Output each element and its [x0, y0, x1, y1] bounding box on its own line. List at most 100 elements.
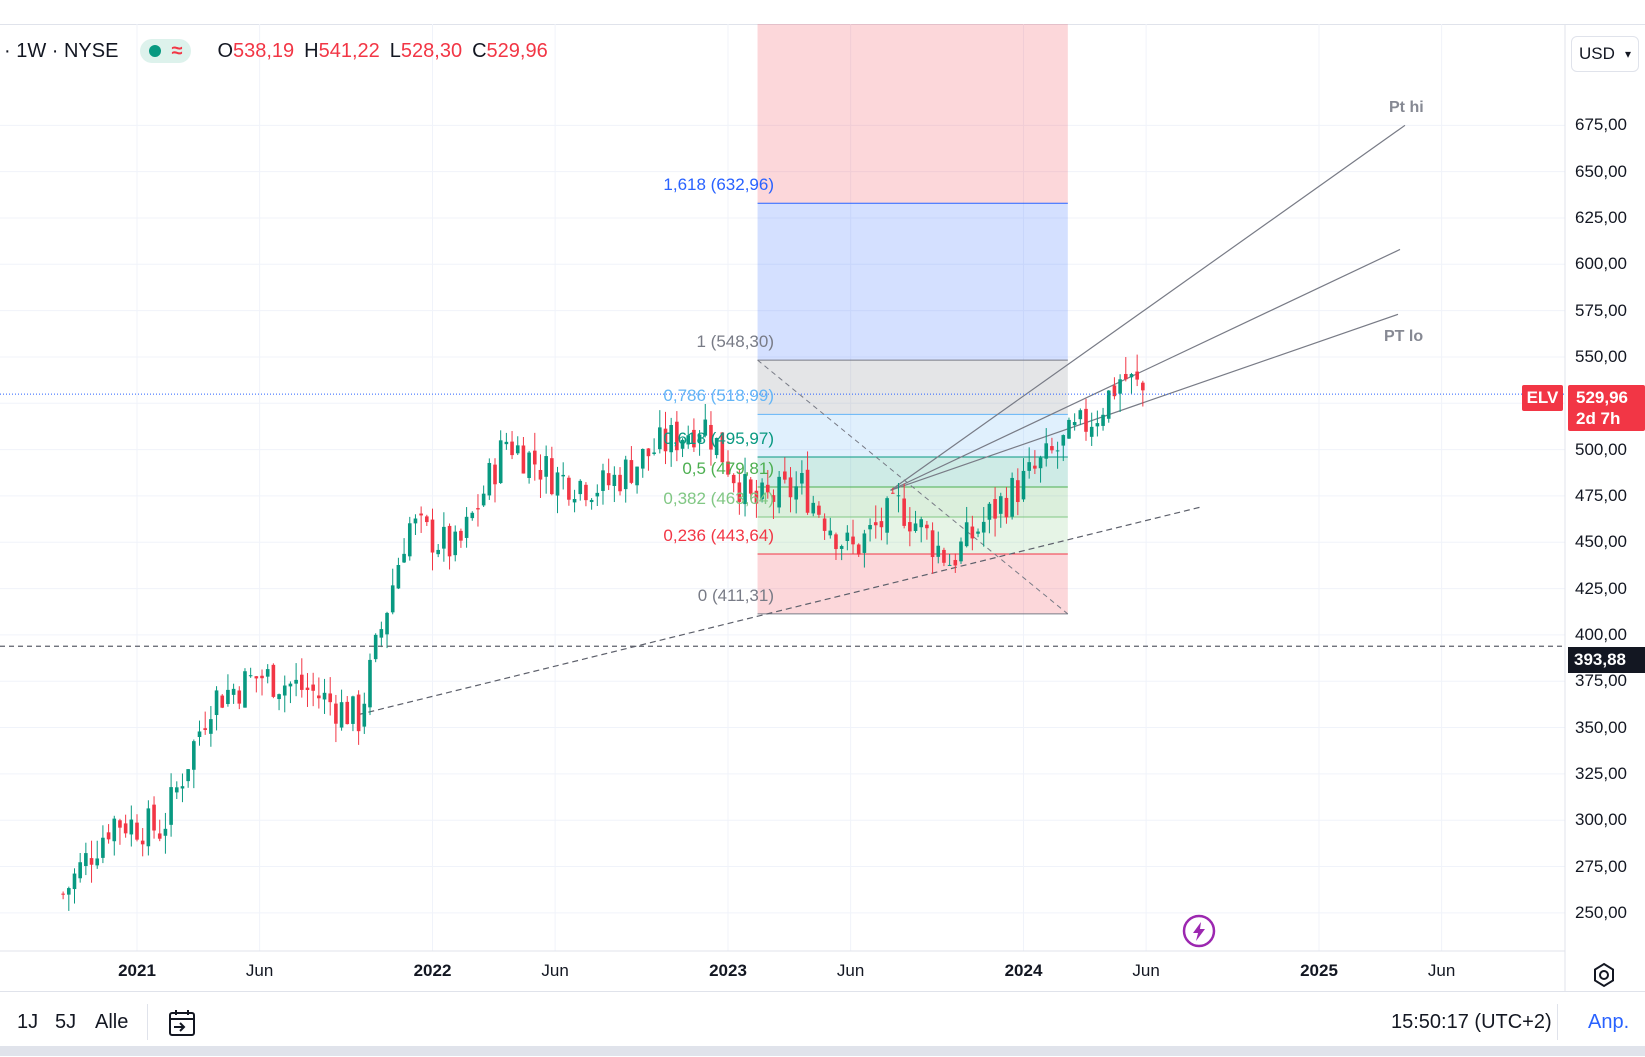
candle-body — [811, 502, 816, 514]
candle-body — [828, 530, 833, 536]
candle-body — [686, 435, 691, 445]
clock-timezone[interactable]: 15:50:17 (UTC+2) — [1391, 1011, 1552, 1033]
candle-body — [487, 462, 492, 496]
candle-body — [953, 559, 958, 566]
candle-body — [396, 565, 401, 589]
fib-zone-band — [757, 360, 1068, 415]
symbol-price-badge: ELV — [1522, 385, 1563, 411]
candle-body — [197, 731, 202, 738]
candle-body — [1021, 470, 1026, 500]
candle-body — [1016, 480, 1020, 503]
range-button-1j[interactable]: 1J — [17, 1011, 39, 1033]
open-key: O — [217, 39, 233, 62]
currency-label: USD — [1579, 44, 1615, 63]
candle-body — [976, 531, 980, 534]
chart-grid — [0, 24, 1565, 951]
price-axis-label: 250,00 — [1575, 902, 1627, 922]
candle-body — [186, 769, 190, 782]
candle-body — [873, 522, 878, 526]
candle-body — [254, 676, 259, 679]
candle-body — [123, 823, 128, 834]
lightning-icon[interactable] — [1182, 914, 1216, 948]
candle-body — [720, 432, 725, 463]
candle-body — [862, 533, 867, 553]
candle-body — [1061, 435, 1066, 446]
candle-body — [163, 828, 168, 836]
candle-body — [765, 484, 770, 493]
last-price-tag: 529,96 2d 7h — [1568, 385, 1645, 431]
price-axis-label: 500,00 — [1575, 439, 1627, 459]
time-axis-label: 2022 — [413, 961, 452, 980]
price-axis-label: 375,00 — [1575, 671, 1627, 691]
candle-body — [1089, 426, 1094, 437]
price-axis-label: 400,00 — [1575, 624, 1627, 644]
candle-body — [493, 464, 497, 485]
candle-body — [902, 498, 906, 526]
candle-body — [101, 837, 105, 858]
price-axis-label: 275,00 — [1575, 856, 1627, 876]
price-axis-label: 325,00 — [1575, 763, 1627, 783]
adjust-data-button[interactable]: Anp. — [1588, 1011, 1630, 1033]
candle-body — [299, 674, 304, 690]
candle-body — [839, 546, 844, 549]
candle-body — [209, 719, 213, 734]
candle-body — [623, 459, 628, 490]
currency-select[interactable]: USD ▾ — [1571, 36, 1639, 72]
calendar-goto-icon[interactable] — [166, 1007, 198, 1039]
settings-icon[interactable] — [1591, 962, 1617, 988]
candle-body — [407, 523, 412, 557]
candle-body — [550, 458, 554, 495]
candle-body — [669, 424, 673, 453]
candle-body — [555, 472, 560, 496]
candle-body — [157, 833, 162, 839]
candle-body — [118, 820, 122, 828]
candle-body — [601, 470, 605, 491]
candle-body — [890, 492, 895, 494]
price-axis-label: 625,00 — [1575, 207, 1627, 227]
market-status-pill[interactable]: ≈ — [140, 39, 192, 63]
low-key: L — [389, 39, 401, 62]
candle-body — [970, 526, 975, 539]
time-axis-label: 2024 — [1004, 961, 1043, 980]
candle-body — [1055, 450, 1060, 452]
candle-body — [595, 492, 600, 497]
candle-body — [430, 519, 435, 553]
trendline-pt-hi — [890, 124, 1406, 491]
close-key: C — [472, 39, 487, 62]
candle-body — [913, 523, 918, 531]
range-button-5j[interactable]: 5J — [55, 1011, 77, 1033]
candle-body — [1044, 443, 1049, 459]
candle-body — [856, 544, 861, 555]
horizontal-line-price-tag: 393,88 — [1568, 647, 1645, 673]
candle-body — [981, 521, 986, 533]
candle-body — [1072, 422, 1077, 426]
symbol-interval-exchange[interactable]: · 1W · NYSE — [4, 39, 119, 62]
fib-level-label: 1,618 (632,96) — [663, 175, 774, 195]
candle-body — [260, 675, 264, 679]
time-axis-label: 2023 — [709, 961, 747, 980]
trendline-label-pt-hi: Pt hi — [1389, 99, 1424, 116]
candle-body — [322, 692, 327, 700]
top-toolbar-strip — [0, 0, 1645, 25]
candle-body — [413, 518, 418, 524]
candle-body — [373, 634, 378, 660]
time-axis-label: 2025 — [1300, 961, 1338, 980]
candle-body — [925, 524, 929, 529]
candle-body — [498, 440, 503, 484]
candle-body — [572, 499, 577, 503]
fib-zone-top — [757, 24, 1068, 204]
candle-body — [743, 474, 747, 505]
open-value: 538,19 — [233, 39, 295, 62]
range-button-alle[interactable]: Alle — [95, 1011, 129, 1033]
candle-body — [351, 696, 355, 724]
price-axis-label: 600,00 — [1575, 254, 1627, 274]
fib-level-label: 0,236 (443,64) — [663, 526, 774, 546]
candle-body — [402, 553, 406, 563]
fib-zone-band — [757, 554, 1068, 614]
candle-body — [95, 858, 100, 866]
candle-body — [640, 448, 645, 469]
candle-body — [993, 499, 997, 519]
candle-body — [998, 496, 1003, 514]
trendline-mid — [890, 248, 1401, 491]
